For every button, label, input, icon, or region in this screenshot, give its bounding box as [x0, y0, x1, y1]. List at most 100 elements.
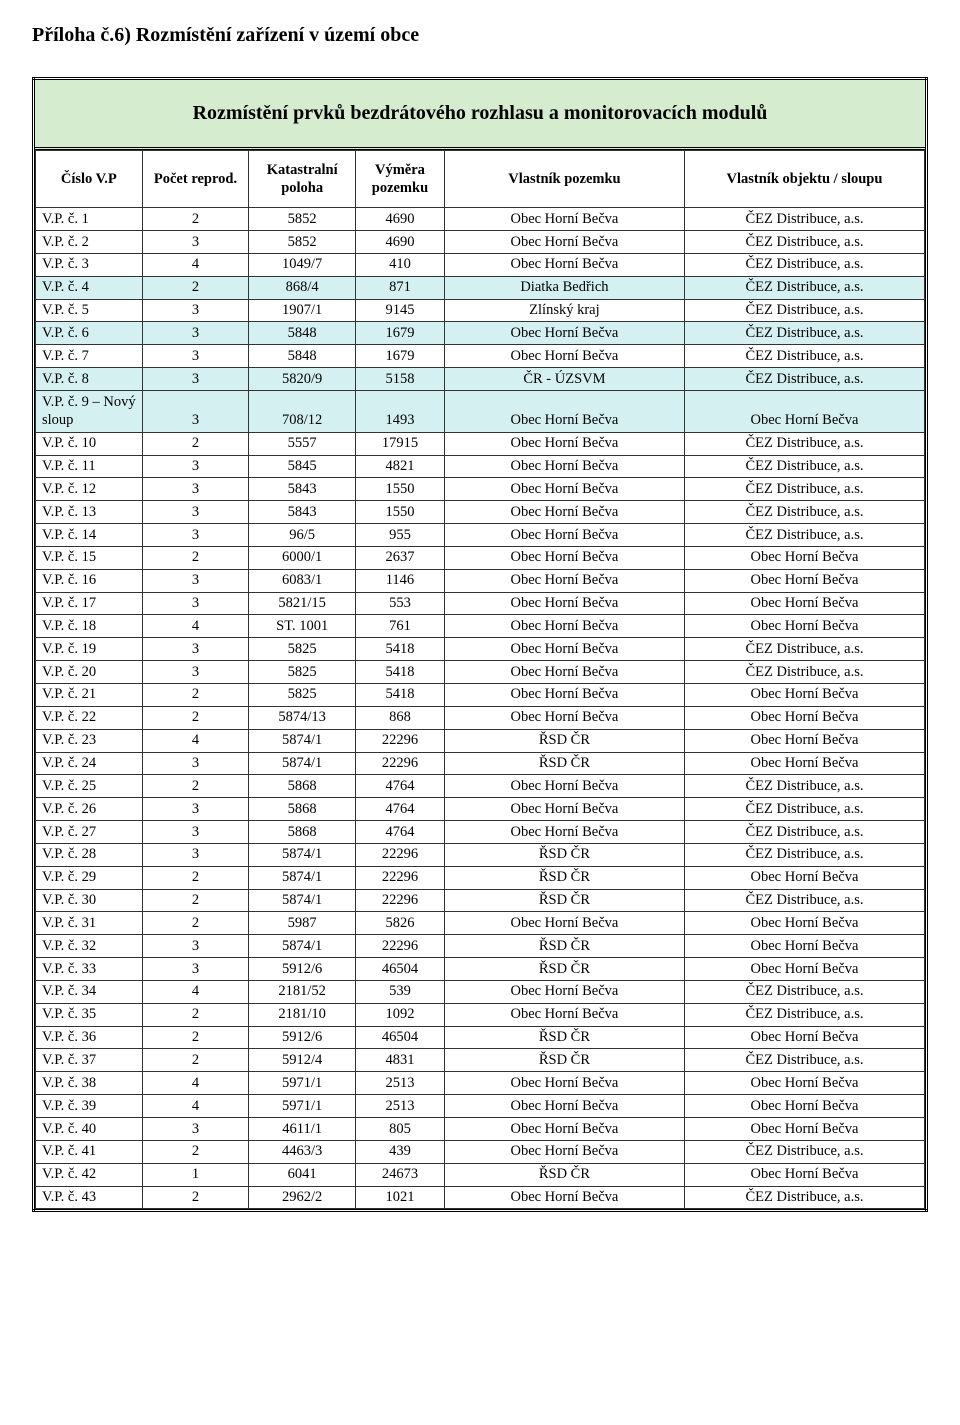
cell: V.P. č. 3 — [36, 253, 143, 276]
table-row: V.P. č. 2345874/122296ŘSD ČRObec Horní B… — [36, 729, 925, 752]
table-row: V.P. č. 4322962/21021Obec Horní BečvaČEZ… — [36, 1186, 925, 1209]
cell: 553 — [356, 592, 445, 615]
cell: Obec Horní Bečva — [444, 455, 684, 478]
cell: ČEZ Distribuce, a.s. — [684, 889, 924, 912]
table-row: V.P. č. 12358431550Obec Horní BečvaČEZ D… — [36, 478, 925, 501]
cell: ČEZ Distribuce, a.s. — [684, 432, 924, 455]
table-row: V.P. č. 3845971/12513Obec Horní BečvaObe… — [36, 1072, 925, 1095]
cell: V.P. č. 21 — [36, 683, 143, 706]
cell: 5825 — [249, 683, 356, 706]
cell: 4611/1 — [249, 1118, 356, 1141]
cell: V.P. č. 41 — [36, 1140, 143, 1163]
cell: ŘSD ČR — [444, 1026, 684, 1049]
table-row: V.P. č. 835820/95158ČR - ÚZSVMČEZ Distri… — [36, 368, 925, 391]
cell: V.P. č. 37 — [36, 1049, 143, 1072]
table-row: V.P. č. 2835874/122296ŘSD ČRČEZ Distribu… — [36, 843, 925, 866]
cell: V.P. č. 5 — [36, 299, 143, 322]
cell: 2 — [142, 775, 249, 798]
col-header-vlastnik-pozemku: Vlastník pozemku — [444, 151, 684, 208]
cell: ČEZ Distribuce, a.s. — [684, 661, 924, 684]
cell: ŘSD ČR — [444, 889, 684, 912]
table-row: V.P. č. 27358684764Obec Horní BečvaČEZ D… — [36, 821, 925, 844]
table-row: V.P. č. 6358481679Obec Horní BečvaČEZ Di… — [36, 322, 925, 345]
cell: V.P. č. 8 — [36, 368, 143, 391]
cell: 5971/1 — [249, 1095, 356, 1118]
cell: Obec Horní Bečva — [444, 231, 684, 254]
cell: ČEZ Distribuce, a.s. — [684, 345, 924, 368]
cell: 2 — [142, 866, 249, 889]
cell: 3 — [142, 958, 249, 981]
cell: Obec Horní Bečva — [684, 683, 924, 706]
cell: Obec Horní Bečva — [684, 1163, 924, 1186]
cell: 1550 — [356, 501, 445, 524]
cell: 868 — [356, 706, 445, 729]
cell: V.P. č. 27 — [36, 821, 143, 844]
cell: V.P. č. 32 — [36, 935, 143, 958]
cell: Obec Horní Bečva — [684, 592, 924, 615]
table-row: V.P. č. 1735821/15553Obec Horní BečvaObe… — [36, 592, 925, 615]
cell: 1679 — [356, 345, 445, 368]
cell: Obec Horní Bečva — [684, 546, 924, 569]
table-row: V.P. č. 1258524690Obec Horní BečvaČEZ Di… — [36, 208, 925, 231]
cell: 2181/10 — [249, 1003, 356, 1026]
cell: 805 — [356, 1118, 445, 1141]
cell: 5843 — [249, 478, 356, 501]
cell: Obec Horní Bečva — [444, 912, 684, 935]
cell: ČEZ Distribuce, a.s. — [684, 455, 924, 478]
cell: 1907/1 — [249, 299, 356, 322]
cell: 2 — [142, 706, 249, 729]
cell: V.P. č. 30 — [36, 889, 143, 912]
cell: 3 — [142, 455, 249, 478]
cell: Obec Horní Bečva — [444, 798, 684, 821]
cell: 5826 — [356, 912, 445, 935]
cell: ČEZ Distribuce, a.s. — [684, 368, 924, 391]
cell: Obec Horní Bečva — [444, 432, 684, 455]
table-row: V.P. č. 25258684764Obec Horní BečvaČEZ D… — [36, 775, 925, 798]
cell: 2 — [142, 1049, 249, 1072]
cell: ČEZ Distribuce, a.s. — [684, 231, 924, 254]
cell: Zlínský kraj — [444, 299, 684, 322]
cell: 5418 — [356, 683, 445, 706]
cell: Obec Horní Bečva — [444, 391, 684, 433]
table-row: V.P. č. 21258255418Obec Horní BečvaObec … — [36, 683, 925, 706]
table-row: V.P. č. 9 – Nový sloup3708/121493Obec Ho… — [36, 391, 925, 433]
cell: 5843 — [249, 501, 356, 524]
table-row: V.P. č. 3625912/646504ŘSD ČRObec Horní B… — [36, 1026, 925, 1049]
table-row: V.P. č. 421604124673ŘSD ČRObec Horní Beč… — [36, 1163, 925, 1186]
cell: 4690 — [356, 231, 445, 254]
cell: V.P. č. 24 — [36, 752, 143, 775]
cell: Obec Horní Bečva — [684, 1118, 924, 1141]
cell: 439 — [356, 1140, 445, 1163]
cell: 1146 — [356, 569, 445, 592]
cell: 5912/4 — [249, 1049, 356, 1072]
table-row: V.P. č. 102555717915Obec Horní BečvaČEZ … — [36, 432, 925, 455]
cell: ŘSD ČR — [444, 866, 684, 889]
table-row: V.P. č. 19358255418Obec Horní BečvaČEZ D… — [36, 638, 925, 661]
cell: ČEZ Distribuce, a.s. — [684, 775, 924, 798]
table-row: V.P. č. 7358481679Obec Horní BečvaČEZ Di… — [36, 345, 925, 368]
col-header-pocet: Počet reprod. — [142, 151, 249, 208]
cell: 3 — [142, 661, 249, 684]
cell: Obec Horní Bečva — [444, 1186, 684, 1209]
cell: 5874/1 — [249, 935, 356, 958]
cell: 5557 — [249, 432, 356, 455]
table-row: V.P. č. 1636083/11146Obec Horní BečvaObe… — [36, 569, 925, 592]
cell: 1092 — [356, 1003, 445, 1026]
cell: ČEZ Distribuce, a.s. — [684, 253, 924, 276]
cell: 2 — [142, 1140, 249, 1163]
cell: 1679 — [356, 322, 445, 345]
cell: Obec Horní Bečva — [444, 821, 684, 844]
cell: V.P. č. 20 — [36, 661, 143, 684]
cell: 5874/13 — [249, 706, 356, 729]
table-row: V.P. č. 3235874/122296ŘSD ČRObec Horní B… — [36, 935, 925, 958]
cell: V.P. č. 36 — [36, 1026, 143, 1049]
cell: ČR - ÚZSVM — [444, 368, 684, 391]
cell: ČEZ Distribuce, a.s. — [684, 208, 924, 231]
cell: 3 — [142, 368, 249, 391]
cell: Obec Horní Bečva — [444, 661, 684, 684]
cell: 5874/1 — [249, 729, 356, 752]
cell: ČEZ Distribuce, a.s. — [684, 980, 924, 1003]
cell: Obec Horní Bečva — [444, 615, 684, 638]
cell: 3 — [142, 299, 249, 322]
cell: 22296 — [356, 866, 445, 889]
